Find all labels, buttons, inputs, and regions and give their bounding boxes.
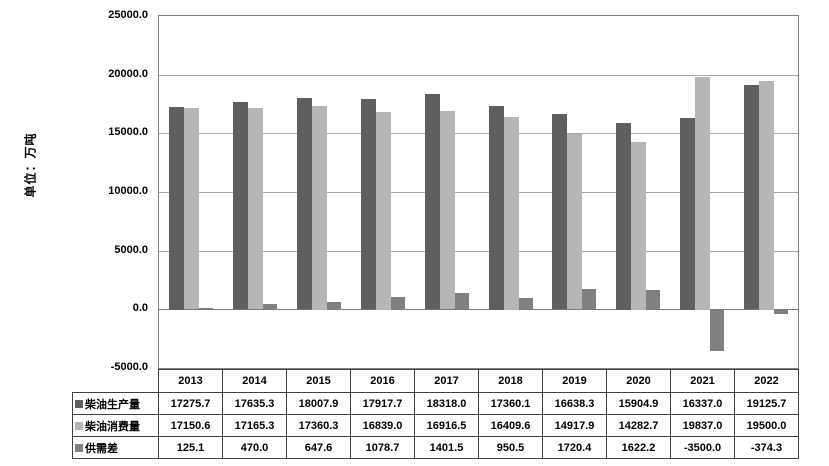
value-cell-production: 18007.9: [286, 392, 351, 415]
series-name: 柴油生产量: [85, 398, 140, 411]
y-tick-label: 20000.0: [108, 67, 148, 80]
value-cell-gap: 1720.4: [542, 436, 607, 459]
gridline: [159, 133, 798, 134]
bar-gap-2016: [391, 297, 405, 310]
legend-key-production: 柴油生产量: [72, 392, 159, 415]
bar-consumption-2019: [567, 134, 582, 309]
value-cell-gap: 125.1: [158, 436, 223, 459]
bar-production-2016: [361, 99, 376, 309]
gridline: [159, 75, 798, 76]
bar-gap-2020: [646, 290, 660, 309]
value-cell-consumption: 14282.7: [606, 414, 671, 437]
value-cell-production: 17635.3: [222, 392, 287, 415]
bar-gap-2017: [455, 293, 469, 309]
bar-consumption-2016: [376, 112, 391, 310]
table-row-gap: 供需差 125.1 470.0 647.6 1078.7 1401.5 950.5 1720.…: [72, 436, 799, 459]
value-cell-consumption: 17360.3: [286, 414, 351, 437]
value-cell-gap: 470.0: [222, 436, 287, 459]
y-tick-label: 10000.0: [108, 185, 148, 197]
bar-production-2018: [489, 106, 504, 310]
value-cell-consumption: 14917.9: [542, 414, 607, 437]
table-row-production: 柴油生产量 17275.7 17635.3 18007.9 17917.7 18318.0…: [72, 392, 799, 415]
table-row-consumption: 柴油消费量 17150.6 17165.3 17360.3 16839.0 16916.5…: [72, 414, 799, 437]
value-cell-consumption: 16409.6: [478, 414, 543, 437]
year-cell: 2016: [350, 369, 415, 393]
value-cell-production: 17275.7: [158, 392, 223, 415]
year-cell: 2017: [414, 369, 479, 393]
gridline: [159, 192, 798, 193]
series-name: 柴油消费量: [85, 420, 140, 433]
bar-gap-2019: [582, 289, 596, 309]
bar-production-2020: [616, 123, 631, 310]
value-cell-consumption: 17150.6: [158, 414, 223, 437]
value-cell-production: 15904.9: [606, 392, 671, 415]
value-cell-gap: 1622.2: [606, 436, 671, 459]
bar-consumption-2015: [312, 106, 327, 310]
legend-key-gap: 供需差: [72, 436, 159, 459]
value-cell-gap: 1078.7: [350, 436, 415, 459]
series-name: 供需差: [85, 442, 118, 455]
y-tick-label: 5000.0: [114, 243, 148, 256]
bar-gap-2021: [710, 310, 724, 351]
bar-consumption-2014: [248, 108, 263, 309]
year-cell: 2013: [158, 369, 223, 393]
year-cell: 2021: [670, 369, 735, 393]
y-tick-label: 15000.0: [108, 126, 148, 139]
value-cell-gap: -374.3: [734, 436, 799, 459]
table-row-years: 2013 2014 2015 2016 2017 2018 2019 2020 2021 2022: [73, 369, 799, 393]
value-cell-production: 17917.7: [350, 392, 415, 415]
bar-consumption-2013: [184, 108, 199, 309]
value-cell-production: 19125.7: [734, 392, 799, 415]
zero-axis-line: [159, 309, 798, 310]
value-cell-production: 16337.0: [670, 392, 735, 415]
bar-production-2021: [680, 118, 695, 310]
gridline: [159, 251, 798, 252]
y-tick-label: 25000.0: [108, 9, 148, 21]
value-cell-gap: 647.6: [286, 436, 351, 459]
plot-area: [158, 15, 799, 369]
bar-production-2013: [169, 107, 184, 310]
value-cell-production: 17360.1: [478, 392, 543, 415]
bar-consumption-2017: [440, 111, 455, 309]
value-cell-consumption: 19500.0: [734, 414, 799, 437]
value-cell-gap: 1401.5: [414, 436, 479, 459]
legend-swatch-gap: [75, 443, 83, 452]
bar-production-2019: [552, 114, 567, 309]
year-cell: 2020: [606, 369, 671, 393]
value-cell-gap: -3500.0: [670, 436, 735, 459]
year-cell: 2014: [222, 369, 287, 393]
bar-gap-2018: [519, 298, 533, 309]
bar-gap-2014: [263, 304, 277, 310]
year-cell: 2015: [286, 369, 351, 393]
value-cell-consumption: 17165.3: [222, 414, 287, 437]
bar-production-2017: [425, 94, 440, 309]
year-cell: 2022: [734, 369, 799, 393]
bar-production-2014: [233, 102, 248, 309]
bar-gap-2013: [199, 308, 213, 309]
bar-production-2015: [297, 98, 312, 309]
table-corner-cell: [73, 370, 159, 393]
legend-key-consumption: 柴油消费量: [72, 414, 159, 437]
year-cell: 2018: [478, 369, 543, 393]
value-cell-consumption: 19837.0: [670, 414, 735, 437]
value-cell-consumption: 16916.5: [414, 414, 479, 437]
bar-consumption-2021: [695, 77, 710, 310]
value-cell-production: 18318.0: [414, 392, 479, 415]
bar-consumption-2020: [631, 142, 646, 310]
legend-swatch-production: [75, 399, 83, 408]
y-tick-label: -5000.0: [110, 361, 148, 373]
value-cell-consumption: 16839.0: [350, 414, 415, 437]
bar-gap-2022: [774, 310, 788, 314]
bar-consumption-2022: [759, 81, 774, 310]
bar-gap-2015: [327, 302, 341, 310]
value-cell-production: 16638.3: [542, 392, 607, 415]
year-cell: 2019: [542, 369, 607, 393]
bar-consumption-2018: [504, 117, 519, 310]
bar-production-2022: [744, 85, 759, 309]
data-table: 2013 2014 2015 2016 2017 2018 2019 2020 2021 2022…: [72, 369, 799, 459]
y-tick-label: 0.0: [132, 302, 148, 315]
value-cell-gap: 950.5: [478, 436, 543, 459]
legend-swatch-consumption: [75, 421, 83, 430]
